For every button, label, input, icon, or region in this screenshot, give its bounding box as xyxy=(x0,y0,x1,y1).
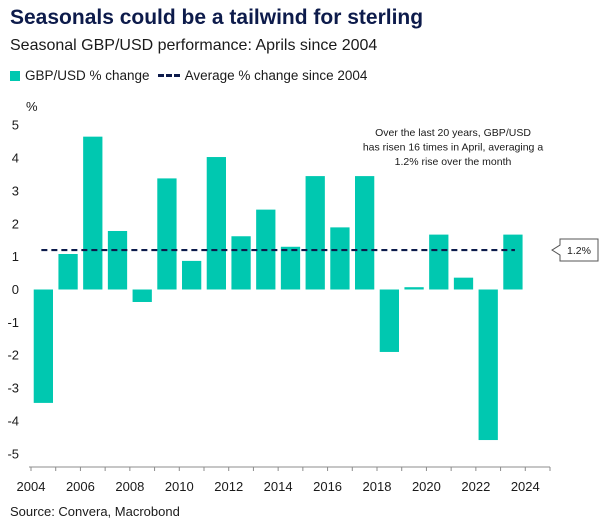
average-callout-box xyxy=(551,238,599,262)
bar xyxy=(503,234,523,290)
x-tick-label: 2010 xyxy=(165,479,194,494)
bar xyxy=(305,176,325,290)
bar xyxy=(478,289,498,441)
bar xyxy=(58,254,78,290)
legend-label-average: Average % change since 2004 xyxy=(184,68,368,83)
y-tick-label: 0 xyxy=(12,282,19,297)
chart-title: Seasonals could be a tailwind for sterli… xyxy=(10,6,424,29)
y-tick-label: 2 xyxy=(12,216,19,231)
bar xyxy=(157,178,177,290)
bar xyxy=(33,289,53,403)
bar xyxy=(231,236,251,290)
y-tick-label: -2 xyxy=(7,348,19,363)
y-tick-label: 1 xyxy=(12,249,19,264)
y-tick-label: 4 xyxy=(12,151,19,166)
bar xyxy=(206,157,226,290)
x-tick-label: 2016 xyxy=(313,479,342,494)
bar xyxy=(280,246,301,290)
legend-item-average: Average % change since 2004 xyxy=(157,68,368,83)
legend: GBP/USD % change Average % change since … xyxy=(10,68,375,83)
y-tick-label: 5 xyxy=(12,118,19,133)
bar xyxy=(83,136,103,290)
x-tick-label: 2012 xyxy=(214,479,243,494)
bar xyxy=(330,227,350,290)
y-axis-label: % xyxy=(26,99,38,114)
legend-label-bars: GBP/USD % change xyxy=(25,68,150,83)
bar xyxy=(182,260,202,290)
bar xyxy=(404,287,424,290)
legend-item-bars: GBP/USD % change xyxy=(10,68,150,83)
x-tick-label: 2024 xyxy=(511,479,540,494)
y-tick-label: -4 xyxy=(7,413,19,428)
bar xyxy=(132,289,152,302)
x-tick-label: 2004 xyxy=(17,479,46,494)
bar xyxy=(355,176,375,290)
bar xyxy=(453,277,474,290)
legend-swatch-bar xyxy=(10,70,20,81)
x-tick-label: 2022 xyxy=(461,479,490,494)
chart-annotation: Over the last 20 years, GBP/USD has risen… xyxy=(363,127,544,168)
bar xyxy=(429,234,449,290)
x-tick-label: 2014 xyxy=(264,479,293,494)
average-callout-label: 1.2% xyxy=(567,245,591,257)
bar xyxy=(379,289,399,352)
y-tick-label: 3 xyxy=(12,183,19,198)
y-tick-label: -1 xyxy=(7,315,19,330)
y-tick-label: -3 xyxy=(7,381,19,396)
y-tick-label: -5 xyxy=(7,446,19,461)
bar xyxy=(107,230,128,290)
x-tick-label: 2018 xyxy=(363,479,392,494)
chart-subtitle: Seasonal GBP/USD performance: Aprils sin… xyxy=(10,37,378,54)
x-tick-label: 2008 xyxy=(115,479,144,494)
legend-swatch-dash xyxy=(157,74,180,77)
average-callout: 1.2% xyxy=(551,238,599,262)
x-tick-label: 2006 xyxy=(66,479,95,494)
x-tick-label: 2020 xyxy=(412,479,441,494)
source-note: Source: Convera, Macrobond xyxy=(10,504,180,519)
